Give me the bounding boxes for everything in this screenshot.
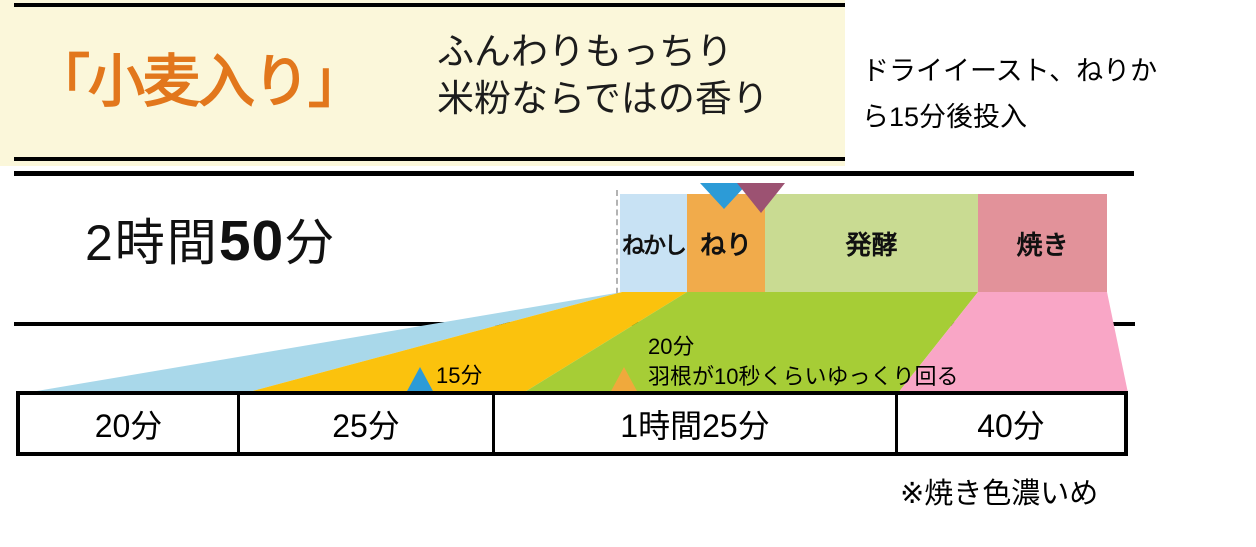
timeline-bar: 20分 25分 1時間25分 40分 [16,391,1128,456]
timeline-cell-neri: 25分 [240,395,495,452]
bake-color-note: ※焼き色濃いめ [900,478,1099,510]
banner [0,0,845,166]
course-subtitle-line1: ふんわりもっちり [437,31,733,72]
separator-line-middle [14,322,1135,326]
banner-bottom-border [14,157,845,161]
phase-box-neri: ねり [687,194,765,292]
course-title: 「小麦入り」 [33,50,365,114]
dashed-guide-line [616,190,618,323]
course-subtitle-line2: 米粉ならではの香り [437,78,769,119]
timeline-cell-yaki: 40分 [977,407,1045,444]
course-subtitle: ふんわりもっちり 米粉ならではの香り [437,28,769,122]
total-time-hours: 2時間 [85,215,219,271]
phase-label-yaki: 焼き [1016,229,1069,260]
yeast-note: ドライイースト、ねりか ら15分後投入 [862,48,1157,140]
blade-note: 羽根が10秒くらいゆっくり回る [648,364,959,389]
wedge-nekashi [25,292,622,393]
timeline-cell-nekashi: 20分 [20,395,240,452]
total-time-unit: 分 [284,215,337,271]
total-time: 2時間50分 [85,203,336,275]
banner-top-border [14,3,845,7]
phase-box-hakko: 発酵 [765,194,978,292]
timeline-cell-hakko: 1時間25分 [495,395,898,452]
yeast-note-line1: ドライイースト、ねりか [862,56,1158,86]
phase-label-neri: ねり [699,229,752,260]
phase-label-nekashi: ねかし [622,232,687,258]
neri-15min-marker-icon [406,367,434,393]
total-time-minutes: 50 [218,209,285,273]
phase-label-hakko: 発酵 [845,229,898,260]
yeast-note-line2: ら15分後投入 [862,102,1028,132]
phase-box-yaki: 焼き [978,194,1107,292]
hakko-20min-marker-icon [610,367,638,393]
neri-15min-label: 15分 [436,363,483,388]
hakko-20min-label: 20分 [648,334,695,359]
separator-line-top [14,171,1134,176]
phase-box-nekashi: ねかし [620,194,687,292]
